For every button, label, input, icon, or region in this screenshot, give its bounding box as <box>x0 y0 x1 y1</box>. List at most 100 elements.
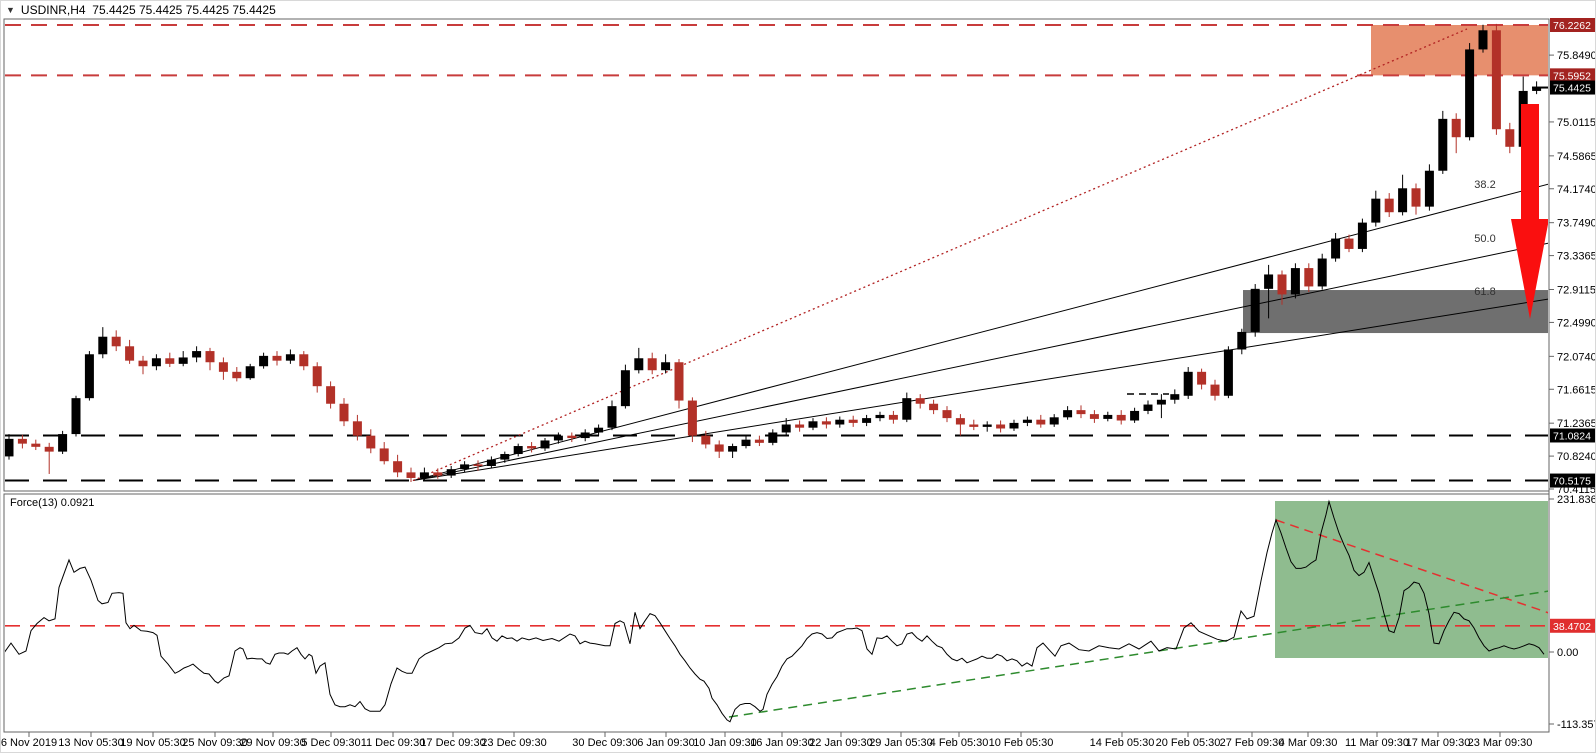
candle-bull <box>1331 238 1341 259</box>
rising-trendline-dotted[interactable] <box>412 28 1468 482</box>
time-axis-label: 6 Jan 09:30 <box>637 737 695 749</box>
candle-bull <box>1223 349 1233 396</box>
candle-bull <box>1465 49 1475 138</box>
force-index-line <box>5 499 1545 723</box>
sell-arrow-annotation[interactable] <box>1511 104 1549 319</box>
candle-bull <box>768 432 778 443</box>
candle-bear <box>44 446 54 452</box>
candle-bull <box>71 398 81 435</box>
price-level-marker-bg <box>1550 80 1595 95</box>
price-level-marker-bg <box>1550 473 1595 488</box>
candle-bull <box>1357 222 1367 249</box>
time-axis-label: 22 Jan 09:30 <box>809 737 873 749</box>
candle-bull <box>285 354 295 361</box>
candle-bear <box>366 435 376 449</box>
time-axis-label: 4 Mar 09:30 <box>1279 737 1338 749</box>
candle-bull <box>192 351 202 358</box>
indicator-plot-area[interactable] <box>3 499 1549 723</box>
candle-bull <box>1170 394 1180 400</box>
force-axis-label: -113.3579 <box>1557 719 1596 731</box>
time-axis-label: 5 Dec 09:30 <box>301 737 360 749</box>
candle-bear <box>1344 238 1354 249</box>
candle-bear <box>647 358 657 371</box>
candle-bull <box>460 464 470 470</box>
candle-bull <box>607 406 617 428</box>
time-axis-label: 23 Mar 09:30 <box>1468 737 1533 749</box>
candle-bull <box>84 354 94 399</box>
price-level-marker: 71.0824 <box>1553 430 1591 442</box>
candle-bear <box>567 435 577 439</box>
time-axis-label: 14 Feb 05:30 <box>1090 737 1155 749</box>
candle-bear <box>888 414 898 420</box>
candle-bear <box>1036 419 1046 425</box>
candle-bull <box>594 427 604 433</box>
candle-bull <box>1237 331 1247 350</box>
candle-bear <box>433 472 443 476</box>
price-axis-label: 71.6615 <box>1557 384 1596 396</box>
candle-bull <box>1049 417 1059 425</box>
time-axis-label: 17 Dec 09:30 <box>420 737 485 749</box>
time-axis-label: 29 Jan 05:30 <box>869 737 933 749</box>
candle-bull <box>58 434 68 452</box>
candle-bull <box>1250 288 1260 332</box>
candle-bull <box>1264 274 1274 289</box>
fib-fan-line[interactable] <box>412 242 1549 482</box>
time-axis-label: 19 Nov 05:30 <box>120 737 185 749</box>
candle-bull <box>1438 118 1448 171</box>
candle-bear <box>795 424 805 428</box>
candle-bear <box>1451 118 1461 138</box>
candle-bull <box>781 424 791 433</box>
time-axis-label: 16 Jan 09:30 <box>750 737 814 749</box>
price-axis-label: 73.7490 <box>1557 218 1596 230</box>
candle-bull <box>982 424 992 427</box>
time-axis-label: 10 Jan 09:30 <box>693 737 757 749</box>
candle-bear <box>31 443 41 447</box>
time-axis-label: 10 Feb 05:30 <box>989 737 1054 749</box>
price-level-marker: 75.4425 <box>1553 83 1591 95</box>
candle-bull <box>741 439 751 447</box>
price-level-marker: 75.5952 <box>1553 70 1591 82</box>
candle-bull <box>178 357 188 364</box>
candle-bull <box>620 370 630 407</box>
candle-bear <box>996 424 1006 429</box>
candle-bear <box>714 444 724 452</box>
candle-bear <box>1384 198 1394 213</box>
force-axis-label: 0.00 <box>1557 647 1578 659</box>
candle-bull <box>151 358 161 367</box>
time-axis-label: 11 Dec 09:30 <box>361 737 426 749</box>
time-axis-label: 27 Feb 09:30 <box>1220 737 1285 749</box>
resistance-zone <box>1371 25 1548 76</box>
candle-bear <box>955 418 965 425</box>
candle-bear <box>393 461 403 473</box>
candle-bull <box>1371 198 1381 223</box>
candle-bull <box>5 438 14 457</box>
candle-bull <box>553 435 563 441</box>
candle-bear <box>312 366 322 387</box>
price-axis-label: 72.0740 <box>1557 351 1596 363</box>
candle-bull <box>1022 419 1032 423</box>
symbol-info-bar: ▼ USDINR,H4 75.4425 75.4425 75.4425 75.4… <box>6 3 276 17</box>
symbol-ohlc-quote: USDINR,H4 75.4425 75.4425 75.4425 75.442… <box>20 3 276 17</box>
candle-bear <box>942 410 952 419</box>
candle-bear <box>406 472 416 478</box>
collapse-chart-icon[interactable]: ▼ <box>6 5 15 15</box>
main-plot-area[interactable]: 38.2 50.0 61.8 <box>5 23 1550 482</box>
candle-bear <box>527 446 537 449</box>
candle-bull <box>1532 87 1542 91</box>
candle-bear <box>929 403 939 411</box>
fib-fan-line[interactable] <box>412 298 1549 482</box>
price-axis[interactable]: 75.8490 75.0115 74.5865 74.1740 73.7490 73.33… <box>1548 18 1596 732</box>
candle-bull <box>902 398 912 420</box>
force-rising-trendline[interactable] <box>728 590 1549 718</box>
candle-bull <box>808 421 818 428</box>
candle-bull <box>728 446 738 452</box>
price-axis-label: 72.4990 <box>1557 317 1596 329</box>
candle-bear <box>1116 414 1126 421</box>
candle-bull <box>1156 399 1166 405</box>
candle-bull <box>580 432 590 439</box>
candle-bear <box>754 439 764 443</box>
candle-bear <box>299 354 309 367</box>
